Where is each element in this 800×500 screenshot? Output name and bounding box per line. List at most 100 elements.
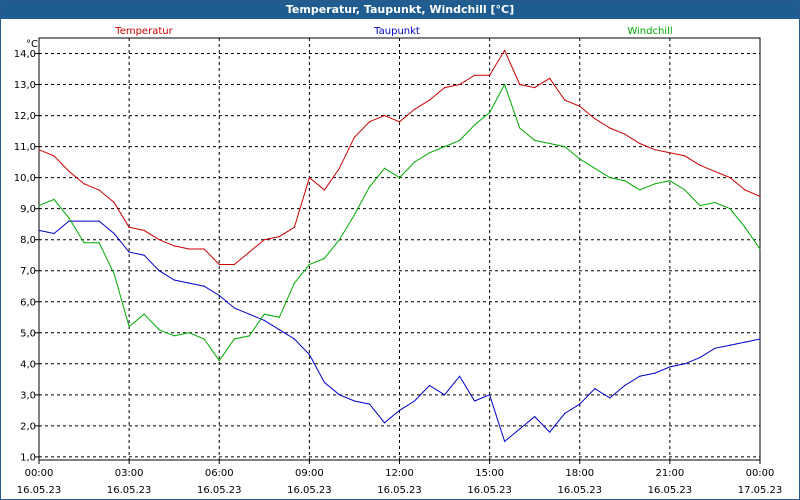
data-point	[654, 183, 656, 185]
data-point	[594, 118, 596, 120]
data-point	[368, 121, 371, 123]
data-point	[759, 338, 761, 340]
series-points-temperatur	[38, 49, 761, 266]
data-point	[188, 282, 190, 284]
y-tick-label: 12,0	[14, 111, 36, 122]
data-point	[83, 220, 85, 222]
x-tick-date: 16.05.23	[287, 485, 332, 496]
data-point	[669, 180, 671, 182]
x-tick-time: 15:00	[475, 468, 504, 479]
x-tick-time: 09:00	[295, 468, 324, 479]
data-point	[158, 239, 160, 241]
data-point	[443, 394, 446, 396]
y-tick-label: 13,0	[14, 80, 36, 91]
x-tick-time: 00:00	[746, 468, 775, 479]
data-point	[83, 242, 85, 244]
data-point	[203, 248, 205, 250]
data-point	[443, 87, 446, 89]
data-point	[293, 282, 295, 284]
legend-item-taupunkt: Taupunkt	[373, 26, 420, 37]
data-point	[519, 428, 521, 430]
data-point	[744, 226, 746, 228]
data-point	[143, 313, 145, 315]
data-point	[714, 347, 716, 349]
data-point	[624, 180, 626, 182]
data-point	[248, 335, 250, 337]
data-point	[489, 111, 491, 114]
grid-lines	[39, 38, 760, 460]
data-point	[729, 177, 731, 179]
x-tick-date: 16.05.23	[197, 485, 242, 496]
y-tick-label: 14,0	[14, 49, 36, 60]
y-axis-ticks: 1,0 2,0 3,0 4,0 5,0 6,0 7,0 8,0 9,0 10,0 11,0 12,0 1…	[14, 49, 39, 463]
legend-item-windchill: Windchill	[627, 26, 672, 37]
data-point	[83, 183, 85, 185]
y-tick-label: 6,0	[20, 297, 36, 308]
data-point	[534, 415, 536, 418]
data-point	[143, 254, 145, 256]
data-point	[654, 149, 656, 151]
y-tick-label: 11,0	[14, 142, 36, 153]
data-point	[684, 363, 686, 365]
y-tick-label: 7,0	[20, 266, 36, 277]
data-point	[383, 167, 386, 169]
data-point	[98, 242, 100, 244]
data-point	[323, 257, 325, 259]
data-point	[263, 319, 265, 321]
data-point	[38, 229, 40, 231]
data-point	[338, 239, 341, 241]
y-tick-label: 8,0	[20, 235, 36, 246]
data-point	[413, 400, 416, 402]
data-point	[579, 403, 581, 405]
data-point	[398, 409, 401, 411]
data-point	[128, 251, 130, 253]
data-point	[549, 142, 551, 145]
data-point	[564, 412, 566, 415]
data-point	[338, 167, 341, 169]
legend-item-temperatur: Temperatur	[114, 26, 173, 37]
data-point	[218, 294, 220, 297]
data-point	[639, 189, 641, 191]
data-point	[203, 285, 205, 287]
data-point	[504, 440, 506, 442]
data-point	[729, 344, 731, 346]
data-point	[489, 74, 491, 76]
data-point	[428, 384, 431, 387]
data-point	[684, 189, 686, 191]
data-point	[143, 229, 145, 231]
data-point	[474, 74, 476, 76]
data-point	[98, 189, 100, 191]
data-point	[729, 208, 731, 210]
x-tick-date: 16.05.23	[17, 485, 62, 496]
x-tick-date: 16.05.23	[557, 485, 602, 496]
data-point	[263, 313, 265, 315]
series-lines	[38, 49, 761, 443]
data-point	[323, 381, 325, 384]
data-point	[744, 189, 746, 191]
y-tick-label: 4,0	[20, 359, 36, 370]
data-point	[353, 136, 356, 138]
y-axis-label: °C	[26, 39, 38, 50]
x-tick-time: 03:00	[115, 468, 144, 479]
data-point	[188, 332, 190, 334]
data-point	[714, 170, 716, 173]
data-point	[353, 400, 356, 402]
data-point	[579, 158, 581, 160]
x-tick-date: 16.05.23	[467, 485, 512, 496]
data-point	[669, 366, 671, 368]
data-point	[53, 155, 55, 157]
data-point	[398, 121, 401, 123]
data-point	[519, 83, 521, 86]
data-point	[368, 186, 371, 188]
data-point	[338, 394, 341, 396]
data-point	[428, 99, 431, 101]
data-point	[323, 189, 325, 191]
data-point	[594, 388, 596, 390]
data-point	[654, 372, 656, 374]
data-point	[113, 273, 115, 275]
data-point	[128, 226, 130, 228]
data-point	[158, 329, 160, 331]
data-point	[413, 161, 416, 163]
y-tick-label: 9,0	[20, 204, 36, 215]
data-point	[383, 114, 386, 117]
